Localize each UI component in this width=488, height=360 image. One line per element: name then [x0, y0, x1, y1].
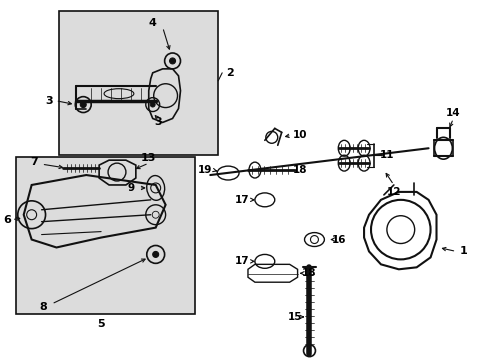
Text: 15: 15 [287, 312, 301, 322]
Text: 18: 18 [302, 268, 316, 278]
Text: 3: 3 [154, 117, 161, 127]
Text: 11: 11 [379, 150, 393, 160]
Text: 14: 14 [445, 108, 460, 117]
Text: 1: 1 [459, 247, 466, 256]
Text: 9: 9 [127, 183, 134, 193]
Text: 5: 5 [97, 319, 105, 329]
Text: 16: 16 [331, 234, 346, 244]
Text: 3: 3 [45, 96, 53, 105]
Text: 6: 6 [3, 215, 11, 225]
Text: 8: 8 [40, 302, 47, 312]
Circle shape [152, 251, 158, 257]
Text: 17: 17 [234, 256, 249, 266]
Text: 7: 7 [30, 157, 38, 167]
Text: 18: 18 [292, 165, 306, 175]
Circle shape [80, 102, 86, 108]
Text: 19: 19 [198, 165, 212, 175]
Text: 12: 12 [386, 187, 400, 197]
Circle shape [150, 102, 155, 107]
Bar [16, 157, 195, 314]
Circle shape [169, 58, 175, 64]
Text: 13: 13 [141, 153, 156, 163]
Text: 17: 17 [234, 195, 249, 205]
Text: 10: 10 [292, 130, 306, 140]
Text: 4: 4 [148, 18, 156, 28]
Bar [60, 11, 218, 155]
Text: 2: 2 [226, 68, 234, 78]
